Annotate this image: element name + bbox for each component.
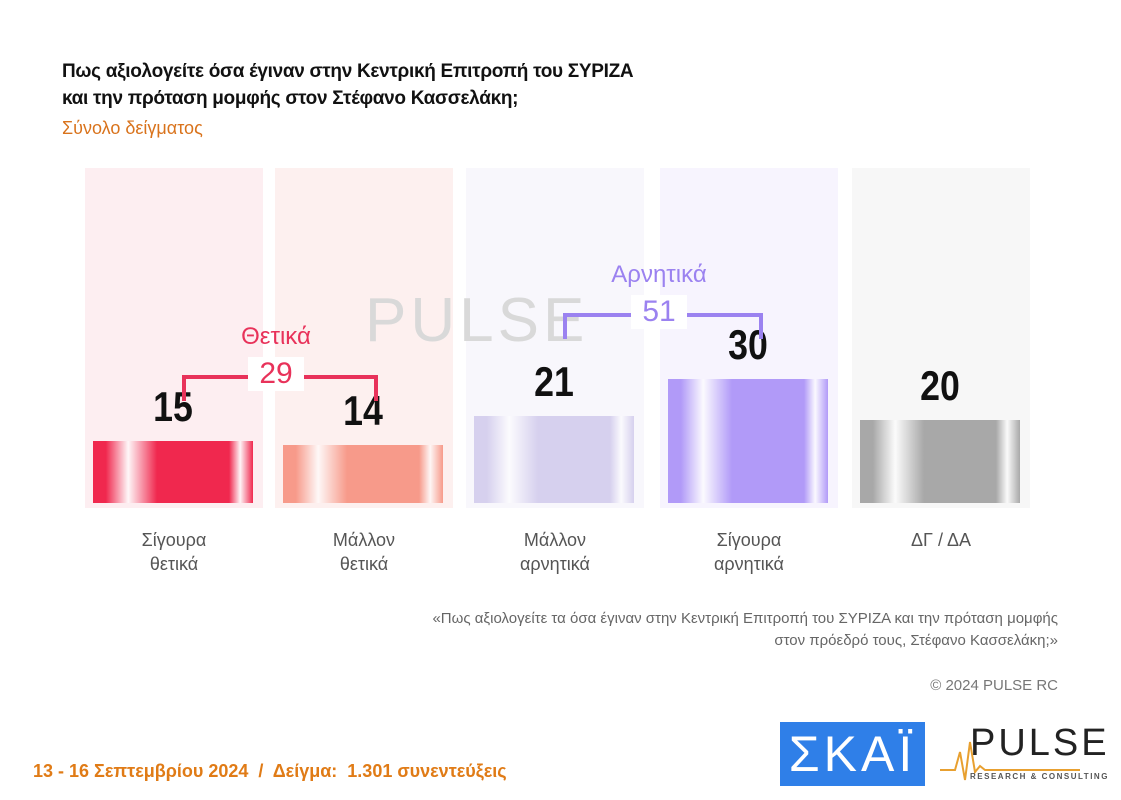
chart-title: Πως αξιολογείτε όσα έγιναν στην Κεντρική… — [62, 58, 634, 112]
bar — [93, 440, 253, 503]
group-label: Αρνητικά — [611, 260, 707, 288]
pulse-logo-text: PULSE — [970, 722, 1110, 764]
category-label: Μάλλον θετικά — [332, 530, 396, 574]
category-label: ΔΓ / ΔΑ — [911, 530, 971, 550]
chart-subtitle: Σύνολο δείγματος — [62, 118, 203, 138]
category-label: Σίγουρα αρνητικά — [714, 530, 784, 574]
bar — [860, 420, 1020, 503]
watermark: PULSE — [365, 286, 589, 355]
bar — [668, 378, 828, 503]
question-note: «Πως αξιολογείτε τα όσα έγιναν στην Κεντ… — [250, 608, 1058, 652]
note-line-2: στον πρόεδρό τους, Στέφανο Κασσελάκη;» — [774, 632, 1058, 649]
category-label: Σίγουρα θετικά — [141, 530, 207, 574]
footer-sample-info: 13 - 16 Σεπτεμβρίου 2024 / Δείγμα: 1.301… — [33, 761, 507, 781]
title-line-2: και την πρόταση μομφής στον Στέφανο Κασσ… — [62, 88, 519, 109]
title-line-1: Πως αξιολογείτε όσα έγιναν στην Κεντρική… — [62, 61, 634, 82]
skai-logo: ΣΚΑΪ — [780, 722, 925, 786]
pulse-logo: PULSE RESEARCH & CONSULTING — [940, 722, 1110, 786]
pulse-heartbeat-icon — [940, 741, 1080, 781]
data-label: 21 — [534, 357, 574, 405]
bar — [474, 415, 634, 503]
group-label: Θετικά — [241, 322, 311, 350]
data-label: 20 — [920, 362, 960, 409]
group-total: 29 — [248, 356, 304, 391]
bar — [283, 444, 443, 503]
category-label: Μάλλον αρνητικά — [520, 530, 590, 574]
copyright: © 2024 PULSE RC — [930, 677, 1058, 694]
pulse-logo-subtext: RESEARCH & CONSULTING — [970, 772, 1109, 781]
data-label: 15 — [153, 382, 193, 430]
note-line-1: «Πως αξιολογείτε τα όσα έγιναν στην Κεντ… — [432, 610, 1058, 627]
group-total: 51 — [631, 294, 687, 329]
